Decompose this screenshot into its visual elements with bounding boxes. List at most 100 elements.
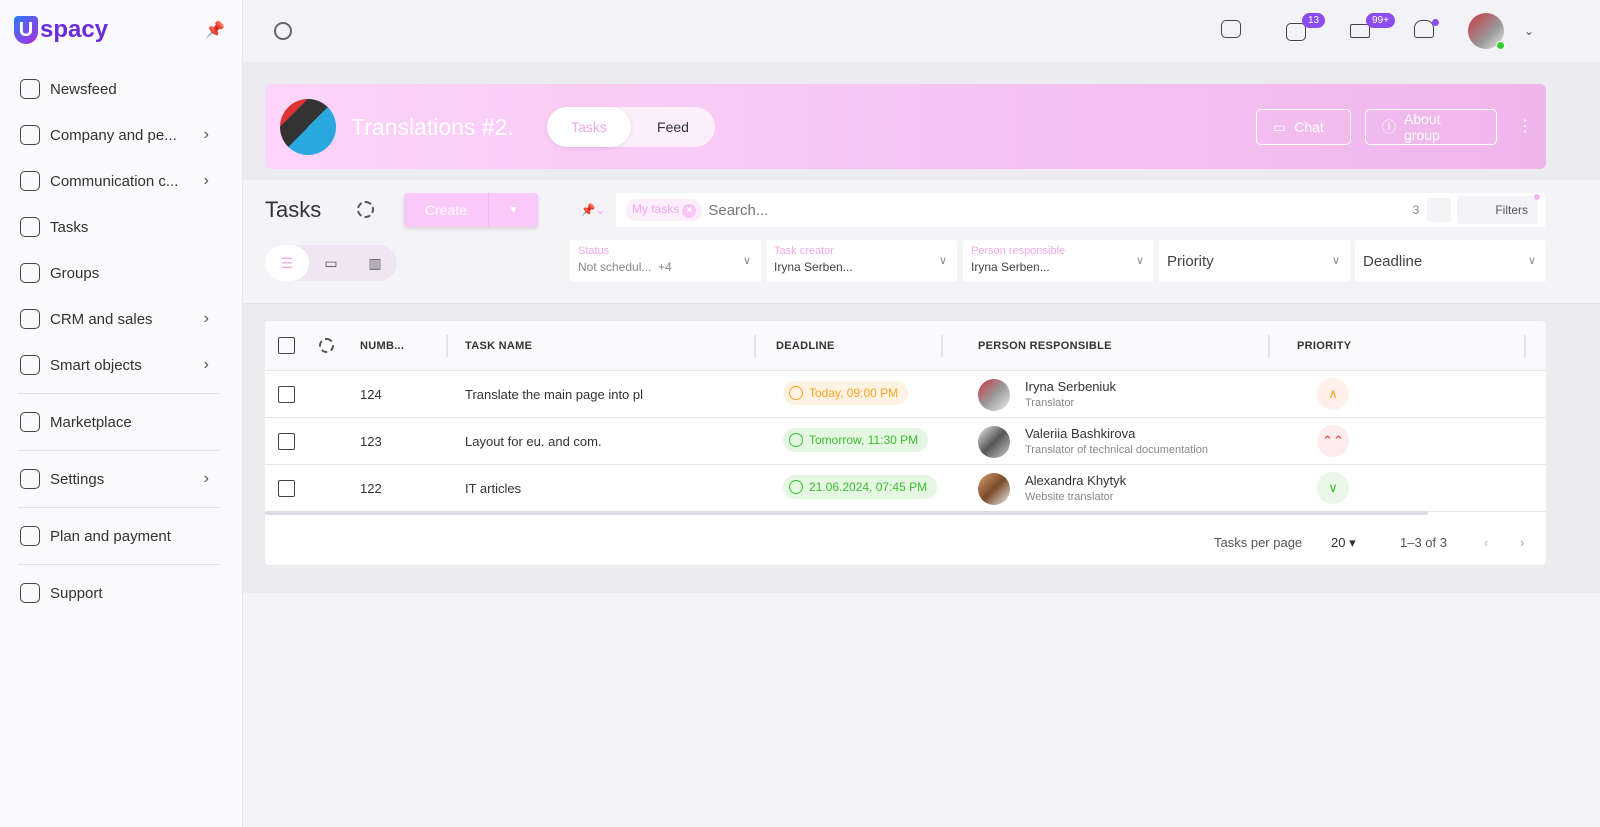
chevron-down-icon: ∨	[1527, 255, 1536, 267]
row-checkbox[interactable]	[278, 433, 295, 450]
avatar[interactable]	[978, 379, 1010, 411]
sidebar-item-label: Tasks	[50, 218, 89, 236]
person-name[interactable]: Valeriia Bashkirova	[1025, 426, 1136, 441]
header-priority[interactable]: PRIORITY	[1297, 340, 1352, 352]
task-number: 123	[360, 434, 382, 449]
priority-critical-icon[interactable]: ⌃⌃	[1317, 425, 1349, 457]
column-resizer[interactable]	[754, 335, 756, 357]
sidebar-item-smart-objects[interactable]: Smart objects ›	[0, 342, 243, 388]
caret-down-icon[interactable]: ▼	[508, 204, 519, 216]
list-view-icon[interactable]: ☰	[265, 245, 309, 281]
result-count: 3	[1412, 203, 1420, 217]
sidebar-item-marketplace[interactable]: Marketplace	[0, 399, 243, 445]
group-avatar	[280, 99, 336, 155]
header-person[interactable]: PERSON RESPONSIBLE	[978, 340, 1112, 352]
horizontal-scrollbar[interactable]	[265, 511, 1428, 515]
sidebar-item-crm-and-sales[interactable]: CRM and sales ›	[0, 296, 243, 342]
messages-icon[interactable]	[1221, 20, 1241, 38]
filters-button[interactable]: Filters	[1457, 194, 1540, 224]
tab-tasks[interactable]: Tasks	[547, 107, 631, 147]
per-page-select[interactable]: 20 ▾	[1331, 535, 1356, 550]
sidebar-item-label: Communication c...	[50, 172, 179, 190]
column-resizer[interactable]	[1268, 335, 1270, 357]
priority-high-icon[interactable]: ∧	[1317, 378, 1349, 410]
header-task-name[interactable]: TASK NAME	[465, 340, 533, 352]
next-page-icon[interactable]: ›	[1520, 535, 1525, 550]
person-name[interactable]: Iryna Serbeniuk	[1025, 379, 1117, 394]
mail-icon[interactable]	[1350, 24, 1370, 38]
content-background	[243, 593, 1600, 827]
deadline-badge[interactable]: Today, 09:00 PM	[783, 381, 909, 405]
pin-icon[interactable]: 📌	[205, 22, 225, 39]
sidebar-item-label: Company and pe...	[50, 126, 177, 144]
about-group-button[interactable]: ⓘ About group	[1365, 109, 1497, 145]
header-number[interactable]: NUMB...	[360, 340, 405, 352]
rows-view-icon[interactable]: ▭	[324, 254, 338, 271]
row-checkbox[interactable]	[278, 386, 295, 403]
divider	[18, 450, 219, 451]
sidebar-item-newsfeed[interactable]: Newsfeed	[0, 66, 243, 112]
status-filter[interactable]: Status Not schedul... +4 ∨	[570, 240, 761, 282]
chat-button[interactable]: ▭ Chat	[1256, 109, 1351, 145]
person-role: Translator of technical documentation	[1025, 444, 1209, 456]
deadline-badge[interactable]: 21.06.2024, 07:45 PM	[783, 475, 938, 499]
pin-dropdown[interactable]: 📌⌄	[570, 193, 616, 227]
prev-page-icon[interactable]: ‹	[1484, 535, 1489, 550]
sidebar-item-groups[interactable]: Groups	[0, 250, 243, 296]
chevron-down-icon[interactable]: ⌄	[1524, 24, 1535, 38]
task-creator-filter[interactable]: Task creator Iryna Serben... ∨	[766, 240, 957, 282]
header-deadline[interactable]: DEADLINE	[776, 340, 835, 352]
gear-icon[interactable]	[357, 201, 374, 218]
sidebar-item-company-and-pe[interactable]: Company and pe... ›	[0, 112, 243, 158]
column-resizer[interactable]	[1524, 335, 1526, 357]
search-input[interactable]	[708, 201, 1413, 219]
column-resizer[interactable]	[446, 335, 448, 357]
more-icon[interactable]: ⋮	[1517, 118, 1533, 135]
sidebar-item-communication-c[interactable]: Communication c... ›	[0, 158, 243, 204]
chevron-right-icon: ›	[203, 126, 209, 143]
search-icon[interactable]	[274, 22, 292, 40]
table-row[interactable]: 123 Layout for eu. and com. Tomorrow, 11…	[265, 418, 1546, 465]
sidebar-item-label: Plan and payment	[50, 527, 171, 545]
sidebar-item-label: Groups	[50, 264, 100, 282]
priority-filter[interactable]: Priority ∨	[1159, 240, 1350, 282]
chevron-down-icon: ∨	[938, 255, 947, 267]
tab-feed[interactable]: Feed	[657, 119, 689, 135]
kanban-view-icon[interactable]: ▥	[368, 254, 382, 271]
sidebar-nav: Newsfeed Company and pe... › Communication …	[0, 66, 243, 616]
chevron-right-icon: ›	[203, 356, 209, 373]
divider	[18, 507, 219, 508]
sidebar-item-plan-and-payment[interactable]: Plan and payment	[0, 513, 243, 559]
task-name[interactable]: Layout for eu. and com.	[465, 434, 602, 449]
avatar[interactable]	[978, 426, 1010, 458]
row-checkbox[interactable]	[278, 480, 295, 497]
my-tasks-chip[interactable]: My tasks ×	[626, 199, 703, 221]
column-resizer[interactable]	[941, 335, 943, 357]
chat-icon: ▭	[1273, 118, 1287, 135]
eraser-icon[interactable]	[1427, 198, 1452, 222]
deadline-filter[interactable]: Deadline ∨	[1355, 240, 1546, 282]
priority-low-icon[interactable]: ∨	[1317, 472, 1349, 504]
sidebar-item-label: Support	[50, 584, 103, 602]
task-name[interactable]: IT articles	[465, 481, 522, 496]
sidebar-item-settings[interactable]: Settings ›	[0, 456, 243, 502]
table-row[interactable]: 124 Translate the main page into pl Toda…	[265, 371, 1546, 418]
gear-icon[interactable]	[319, 338, 334, 353]
person-name[interactable]: Alexandra Khytyk	[1025, 473, 1127, 488]
close-icon[interactable]: ×	[682, 204, 697, 218]
deadline-badge[interactable]: Tomorrow, 11:30 PM	[783, 428, 929, 452]
select-all-checkbox[interactable]	[278, 337, 295, 354]
view-switcher: ☰ ▭ ▥	[265, 245, 397, 281]
task-name[interactable]: Translate the main page into pl	[465, 387, 644, 402]
table-row[interactable]: 122 IT articles 21.06.2024, 07:45 PM Ale…	[265, 465, 1546, 512]
newsfeed-icon	[20, 79, 40, 99]
sidebar-item-support[interactable]: Support	[0, 570, 243, 616]
chats-icon[interactable]	[1286, 23, 1306, 41]
sidebar-item-label: Newsfeed	[50, 80, 117, 98]
person-responsible-filter[interactable]: Person responsible Iryna Serben... ∨	[963, 240, 1154, 282]
bell-icon[interactable]	[1414, 20, 1434, 38]
create-button[interactable]: Create ▼	[404, 193, 538, 227]
avatar[interactable]	[978, 473, 1010, 505]
sidebar-item-tasks[interactable]: Tasks	[0, 204, 243, 250]
